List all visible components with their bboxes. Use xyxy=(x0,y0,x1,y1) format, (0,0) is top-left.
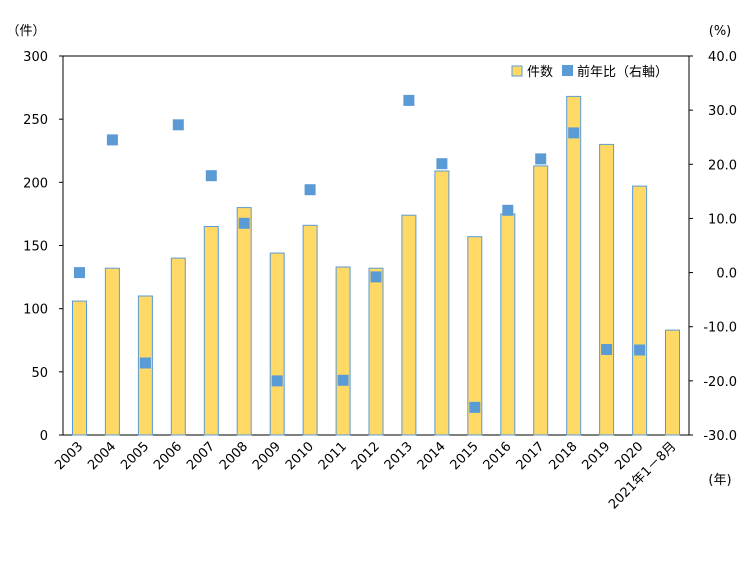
left-tick-label: 150 xyxy=(23,240,48,255)
left-tick-label: 200 xyxy=(23,176,48,191)
x-tick-label: 2015 xyxy=(448,439,482,473)
x-tick-label: 2004 xyxy=(85,439,119,473)
bar-2007 xyxy=(203,226,219,436)
x-tick-label: 2006 xyxy=(151,439,185,473)
marker-2014 xyxy=(436,158,448,170)
bar-2021年1－8月 xyxy=(665,329,680,436)
x-tick-label: 2003 xyxy=(52,439,86,473)
bar-2014 xyxy=(434,170,450,436)
marker-2003 xyxy=(74,267,85,279)
x-tick-label: 2007 xyxy=(184,439,218,473)
marker-2016 xyxy=(502,204,514,216)
x-tick-label: 2013 xyxy=(382,439,416,473)
right-tick-label: 20.0 xyxy=(708,158,737,173)
left-tick-label: 50 xyxy=(31,366,48,381)
right-tick-label: 30.0 xyxy=(708,104,737,119)
bar-2004 xyxy=(104,267,120,436)
marker-2012 xyxy=(370,271,382,283)
right-tick-label: -10.0 xyxy=(703,321,737,336)
bar-2018 xyxy=(566,95,582,436)
marker-2004 xyxy=(106,134,118,146)
x-tick-label: 2011 xyxy=(316,439,350,473)
marker-2018 xyxy=(568,127,580,139)
right-tick-label: 40.0 xyxy=(708,50,737,65)
right-axis-ticks: -30.0 -20.0 -10.0 0.0 10.0 20.0 30.0 40.0 xyxy=(689,50,737,444)
legend-label-yoy: 前年比（右軸） xyxy=(577,64,668,80)
marker-2011 xyxy=(337,374,349,386)
left-axis-ticks: 0 50 100 150 200 250 300 xyxy=(23,50,63,444)
marker-2008 xyxy=(238,217,250,229)
bar-2020 xyxy=(632,185,648,436)
bar-2017 xyxy=(533,165,549,436)
bars-layer xyxy=(72,95,680,436)
marker-2017 xyxy=(535,153,547,165)
markers-layer xyxy=(74,94,646,413)
marker-2015 xyxy=(469,401,481,413)
bar-2013 xyxy=(401,214,417,436)
bar-2011 xyxy=(335,266,351,436)
left-tick-label: 300 xyxy=(23,50,48,65)
x-tick-label: 2017 xyxy=(514,439,548,473)
x-tick-label: 2012 xyxy=(349,439,383,473)
marker-2010 xyxy=(304,184,316,196)
x-tick-label: 2005 xyxy=(118,439,152,473)
marker-2009 xyxy=(271,375,283,387)
legend: 件数 前年比（右軸） xyxy=(511,64,668,80)
marker-2020 xyxy=(634,344,646,356)
left-tick-label: 250 xyxy=(23,113,48,128)
left-tick-label: 0 xyxy=(40,429,48,444)
bar-2003 xyxy=(72,300,87,436)
x-tick-label: 2016 xyxy=(481,439,515,473)
legend-swatch-count xyxy=(511,65,523,77)
x-axis-unit: (年) xyxy=(708,473,731,488)
x-tick-label: 2014 xyxy=(415,439,449,473)
x-tick-label: 2008 xyxy=(217,439,251,473)
bar-2010 xyxy=(302,224,318,436)
x-tick-label: 2018 xyxy=(547,439,581,473)
marker-2019 xyxy=(601,344,613,355)
bar-2015 xyxy=(467,236,483,436)
right-axis-unit: (%) xyxy=(709,24,732,39)
x-axis-ticks: 2003200420052006200720082009201020112012… xyxy=(52,439,679,512)
bar-2019 xyxy=(599,143,615,436)
x-tick-label: 2019 xyxy=(579,439,613,473)
marker-2006 xyxy=(172,119,184,131)
right-tick-label: 0.0 xyxy=(716,267,737,282)
x-tick-label: 2009 xyxy=(250,439,284,473)
x-tick-label: 2010 xyxy=(283,439,317,473)
marker-2013 xyxy=(403,94,415,106)
legend-swatch-yoy xyxy=(562,65,573,76)
bar-2012 xyxy=(368,267,384,436)
marker-2005 xyxy=(139,357,151,369)
bar-2008 xyxy=(236,207,252,436)
left-tick-label: 100 xyxy=(23,303,48,318)
right-tick-label: 10.0 xyxy=(708,212,737,227)
bar-2009 xyxy=(269,252,285,436)
legend-label-count: 件数 xyxy=(527,65,553,80)
bar-2006 xyxy=(170,257,186,436)
right-tick-label: -20.0 xyxy=(703,375,737,390)
bar-2016 xyxy=(500,213,516,436)
right-tick-label: -30.0 xyxy=(703,429,737,444)
marker-2007 xyxy=(205,170,217,182)
left-axis-unit: （件） xyxy=(6,24,45,39)
